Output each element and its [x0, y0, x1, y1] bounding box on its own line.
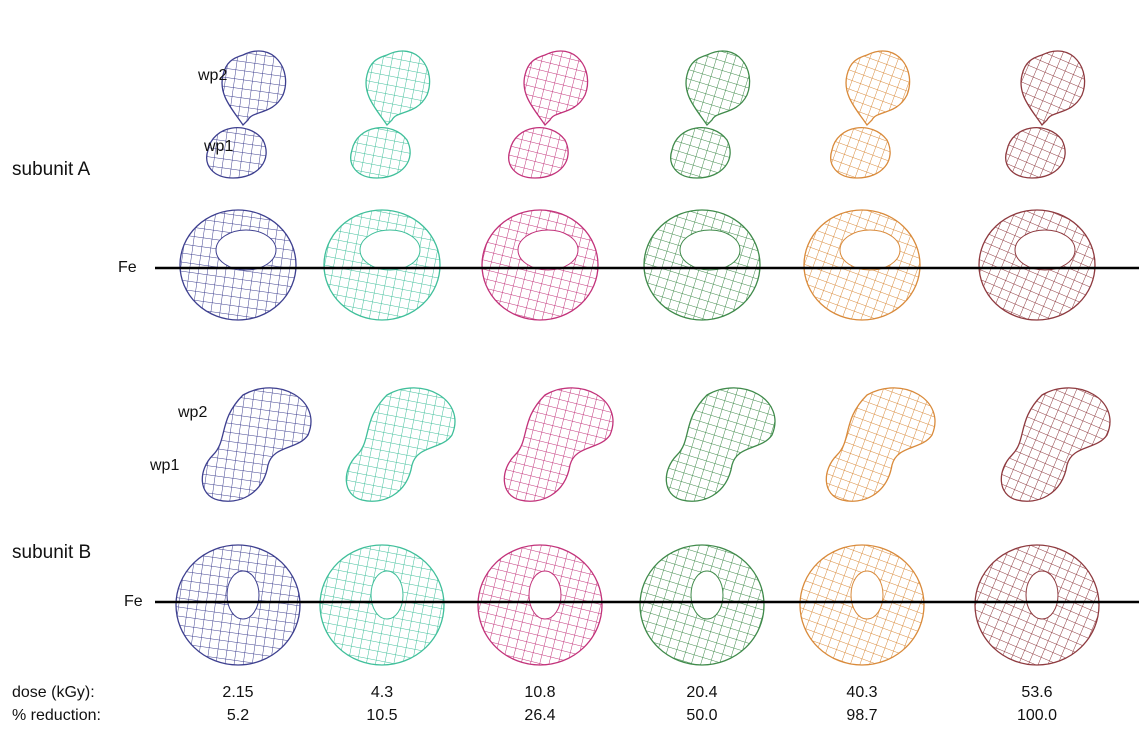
density-hole: [216, 230, 276, 270]
dose-value: 53.6: [1021, 684, 1052, 701]
density-hole: [371, 571, 403, 619]
density-maps: [176, 51, 1110, 665]
density-wp: [1021, 51, 1085, 125]
density-wp: [1006, 128, 1065, 178]
dose-value: 20.4: [686, 684, 717, 701]
wp-label: wp1: [149, 457, 179, 474]
density-column: [176, 51, 311, 665]
reduction-value: 100.0: [1017, 707, 1057, 724]
fe-label: Fe: [124, 593, 143, 610]
density-hole: [529, 571, 561, 619]
reduction-value: 10.5: [366, 707, 397, 724]
density-wp: [351, 128, 410, 178]
density-wp: [524, 51, 588, 125]
density-wp: [504, 388, 613, 501]
wp-label: wp1: [203, 138, 233, 155]
density-wp: [222, 51, 286, 125]
density-wp: [686, 51, 750, 125]
reduction-value: 50.0: [686, 707, 717, 724]
wp-label: wp2: [197, 67, 227, 84]
density-hole: [691, 571, 723, 619]
density-hole: [1015, 230, 1075, 270]
fe-label: Fe: [118, 259, 137, 276]
dose-value: 10.8: [524, 684, 555, 701]
dose-value: 4.3: [371, 684, 393, 701]
density-column: [975, 51, 1110, 665]
density-wp: [826, 388, 935, 501]
reduction-value: 5.2: [227, 707, 249, 724]
density-wp: [366, 51, 430, 125]
density-wp: [509, 128, 568, 178]
density-wp: [846, 51, 910, 125]
density-wp: [1001, 388, 1110, 501]
density-wp: [666, 388, 775, 501]
figure: subunit A wp2 wp1 Fe wp2 wp1 subunit B F…: [0, 0, 1139, 729]
density-wp: [671, 128, 730, 178]
density-hole: [840, 230, 900, 270]
row-label: dose (kGy):: [12, 684, 95, 701]
dose-value: 40.3: [846, 684, 877, 701]
row-label: % reduction:: [12, 707, 101, 724]
subunit-label: subunit B: [12, 542, 91, 563]
density-hole: [518, 230, 578, 270]
wp-label: wp2: [177, 404, 207, 421]
subunit-label: subunit A: [12, 159, 90, 180]
density-column: [640, 51, 775, 665]
density-column: [320, 51, 455, 665]
density-wp: [346, 388, 455, 501]
density-column: [478, 51, 613, 665]
density-hole: [360, 230, 420, 270]
density-wp: [831, 128, 890, 178]
density-column: [800, 51, 935, 665]
dose-value: 2.15: [222, 684, 253, 701]
reduction-value: 98.7: [846, 707, 877, 724]
density-wp: [202, 388, 311, 501]
density-hole: [851, 571, 883, 619]
density-hole: [1026, 571, 1058, 619]
reduction-value: 26.4: [524, 707, 555, 724]
density-hole: [227, 571, 259, 619]
density-hole: [680, 230, 740, 270]
